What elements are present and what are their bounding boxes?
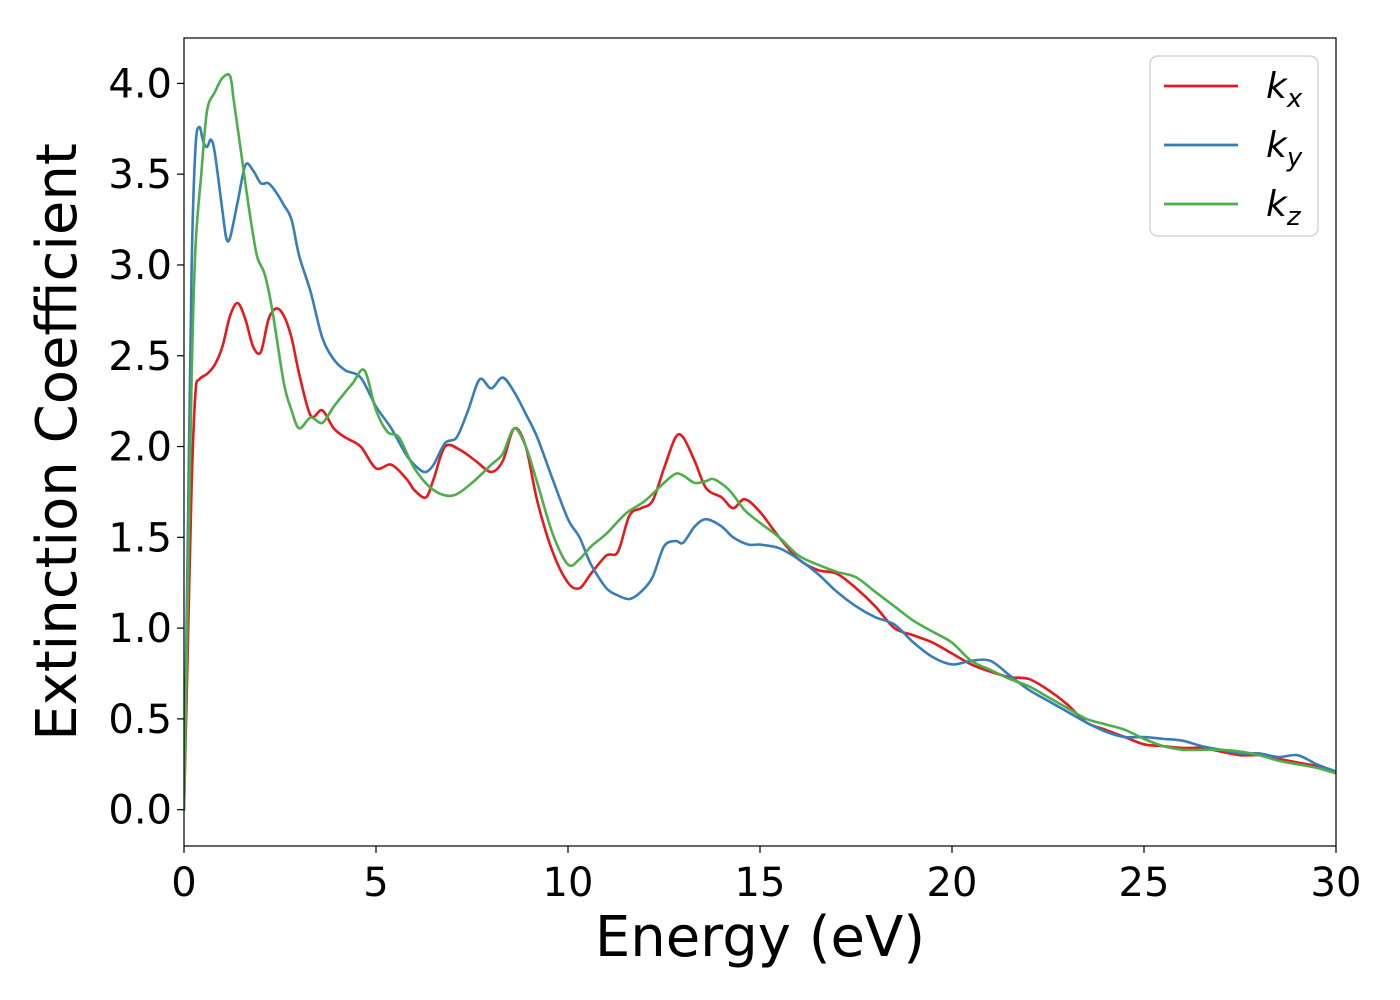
- legend-label-main: k: [1266, 184, 1289, 225]
- legend-label-k-x: kx: [1266, 66, 1303, 114]
- legend-label-subscript: z: [1286, 202, 1302, 232]
- x-tick-label: 10: [543, 860, 594, 906]
- legend-label-k-y: ky: [1266, 125, 1303, 173]
- series-layer: [184, 73, 1336, 811]
- y-tick-label: 2.0: [108, 425, 172, 471]
- y-tick-label: 3.0: [108, 243, 172, 289]
- legend-label-k-z: kz: [1266, 184, 1302, 232]
- series-line-k-x: [184, 301, 1336, 811]
- y-tick-label: 2.5: [108, 334, 172, 380]
- legend-label-main: k: [1266, 125, 1289, 166]
- x-axis-title: Energy (eV): [595, 905, 925, 970]
- y-tick-label: 4.0: [108, 61, 172, 107]
- y-tick-label: 1.0: [108, 606, 172, 652]
- y-tick-label: 0.5: [108, 697, 172, 743]
- y-tick-label: 3.5: [108, 152, 172, 198]
- y-axis-ticks: 0.0 0.5 1.0 1.5 2.0 2.5 3.0 3.5 4.0: [108, 61, 184, 834]
- x-tick-label: 0: [171, 860, 196, 906]
- legend-label-subscript: y: [1286, 143, 1303, 173]
- y-tick-label: 0.0: [108, 788, 172, 834]
- x-tick-label: 5: [363, 860, 388, 906]
- legend-label-main: k: [1266, 66, 1289, 107]
- x-tick-label: 15: [735, 860, 786, 906]
- y-axis-title: Extinction Coefficient: [25, 143, 90, 741]
- y-tick-label: 1.5: [108, 515, 172, 561]
- legend-label-subscript: x: [1286, 84, 1303, 114]
- x-axis-ticks: 0 5 10 15 20 25 30: [171, 846, 1361, 906]
- x-tick-label: 25: [1119, 860, 1170, 906]
- x-tick-label: 20: [927, 860, 978, 906]
- x-tick-label: 30: [1311, 860, 1362, 906]
- series-line-k-y: [184, 125, 1336, 811]
- series-line-k-z: [184, 73, 1336, 811]
